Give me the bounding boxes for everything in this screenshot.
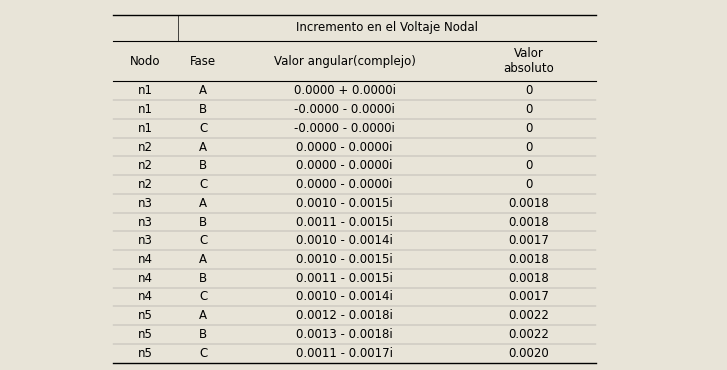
Text: Incremento en el Voltaje Nodal: Incremento en el Voltaje Nodal [296, 21, 478, 34]
Text: 0.0011 - 0.0015i: 0.0011 - 0.0015i [297, 215, 393, 229]
Text: n2: n2 [138, 141, 153, 154]
Text: 0.0011 - 0.0017i: 0.0011 - 0.0017i [296, 347, 393, 360]
Text: -0.0000 - 0.0000i: -0.0000 - 0.0000i [294, 122, 395, 135]
Text: 0: 0 [525, 84, 532, 97]
Text: 0.0018: 0.0018 [508, 253, 549, 266]
Text: Valor angular(complejo): Valor angular(complejo) [274, 54, 416, 68]
Text: n2: n2 [138, 159, 153, 172]
Text: 0.0010 - 0.0014i: 0.0010 - 0.0014i [297, 234, 393, 247]
Text: n3: n3 [138, 215, 153, 229]
Text: -0.0000 - 0.0000i: -0.0000 - 0.0000i [294, 103, 395, 116]
Text: B: B [199, 328, 207, 341]
Text: n4: n4 [138, 290, 153, 303]
Text: 0.0010 - 0.0014i: 0.0010 - 0.0014i [297, 290, 393, 303]
Text: B: B [199, 272, 207, 285]
Text: n5: n5 [138, 347, 153, 360]
Text: B: B [199, 103, 207, 116]
Text: n5: n5 [138, 328, 153, 341]
Text: n5: n5 [138, 309, 153, 322]
Text: n2: n2 [138, 178, 153, 191]
Text: C: C [199, 290, 207, 303]
Text: C: C [199, 122, 207, 135]
Text: 0.0012 - 0.0018i: 0.0012 - 0.0018i [297, 309, 393, 322]
Text: Nodo: Nodo [130, 54, 161, 68]
Text: 0.0018: 0.0018 [508, 215, 549, 229]
Text: 0: 0 [525, 159, 532, 172]
Text: A: A [199, 84, 207, 97]
Text: 0.0018: 0.0018 [508, 272, 549, 285]
Text: Valor
absoluto: Valor absoluto [503, 47, 554, 75]
Text: 0: 0 [525, 103, 532, 116]
Text: n4: n4 [138, 253, 153, 266]
Text: n4: n4 [138, 272, 153, 285]
Text: 0.0020: 0.0020 [508, 347, 549, 360]
Text: 0.0017: 0.0017 [508, 234, 549, 247]
Text: 0.0010 - 0.0015i: 0.0010 - 0.0015i [297, 197, 393, 210]
Text: n1: n1 [138, 103, 153, 116]
Text: A: A [199, 309, 207, 322]
Text: A: A [199, 141, 207, 154]
Text: 0.0018: 0.0018 [508, 197, 549, 210]
Text: 0.0017: 0.0017 [508, 290, 549, 303]
Text: 0.0000 - 0.0000i: 0.0000 - 0.0000i [297, 159, 393, 172]
Text: B: B [199, 159, 207, 172]
Text: 0.0013 - 0.0018i: 0.0013 - 0.0018i [297, 328, 393, 341]
Text: 0: 0 [525, 178, 532, 191]
Text: n1: n1 [138, 122, 153, 135]
Text: 0.0010 - 0.0015i: 0.0010 - 0.0015i [297, 253, 393, 266]
Text: A: A [199, 197, 207, 210]
Text: 0.0000 + 0.0000i: 0.0000 + 0.0000i [294, 84, 395, 97]
Text: 0.0000 - 0.0000i: 0.0000 - 0.0000i [297, 178, 393, 191]
Text: B: B [199, 215, 207, 229]
Text: n1: n1 [138, 84, 153, 97]
Text: n3: n3 [138, 197, 153, 210]
Text: 0: 0 [525, 122, 532, 135]
Text: 0.0000 - 0.0000i: 0.0000 - 0.0000i [297, 141, 393, 154]
Text: A: A [199, 253, 207, 266]
Text: Fase: Fase [190, 54, 217, 68]
Text: 0.0022: 0.0022 [508, 309, 549, 322]
Text: 0: 0 [525, 141, 532, 154]
Text: 0.0022: 0.0022 [508, 328, 549, 341]
Text: C: C [199, 178, 207, 191]
Text: n3: n3 [138, 234, 153, 247]
Text: C: C [199, 347, 207, 360]
Text: C: C [199, 234, 207, 247]
Text: 0.0011 - 0.0015i: 0.0011 - 0.0015i [297, 272, 393, 285]
